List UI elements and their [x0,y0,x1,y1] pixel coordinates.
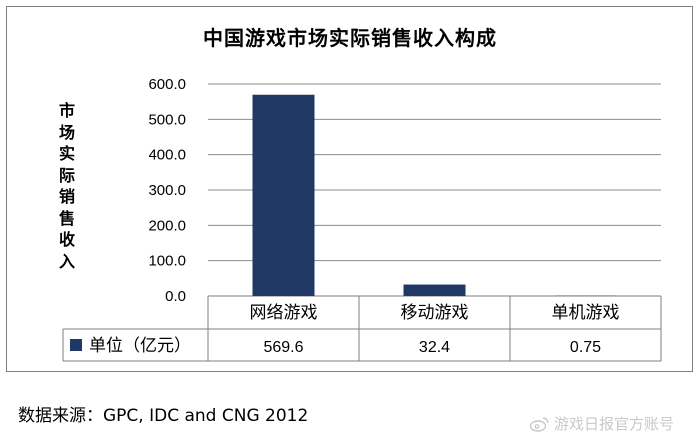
y-axis-label-char: 实 [58,144,75,163]
watermark: 游戏日报官方账号 [530,413,674,434]
chart-frame [6,6,693,372]
watermark-text: 游戏日报官方账号 [554,415,675,433]
y-tick-label: 100.0 [148,253,186,270]
y-axis-label-char: 场 [58,122,75,142]
category-label: 网络游戏 [250,303,318,323]
weibo-icon [530,416,549,432]
y-axis-label-char: 入 [58,251,75,271]
y-axis-label-char: 际 [58,165,75,185]
y-tick-label: 0.0 [165,288,186,305]
y-axis-label-char: 销 [58,187,75,206]
y-axis-label-char: 售 [58,208,75,228]
bar [252,94,315,296]
y-tick-label: 500.0 [148,111,186,128]
chart-title: 中国游戏市场实际销售收入构成 [203,26,497,50]
y-axis-label-char: 市 [58,101,75,120]
y-axis-label: 市场实际销售收入 [55,100,79,272]
value-label: 0.75 [570,339,601,356]
y-tick-label: 200.0 [148,217,186,234]
y-axis-label-char: 收 [58,230,75,249]
bar [403,284,466,296]
legend-label: 单位（亿元） [89,336,191,356]
y-tick-label: 300.0 [148,182,186,199]
source-note: 数据来源：GPC, IDC and CNG 2012 [18,406,309,426]
legend-swatch [70,339,82,351]
category-label: 移动游戏 [401,303,469,323]
value-label: 32.4 [419,339,450,356]
y-tick-label: 400.0 [148,147,186,164]
category-label: 单机游戏 [552,303,620,323]
y-tick-label: 600.0 [148,76,186,93]
value-label: 569.6 [263,339,303,356]
